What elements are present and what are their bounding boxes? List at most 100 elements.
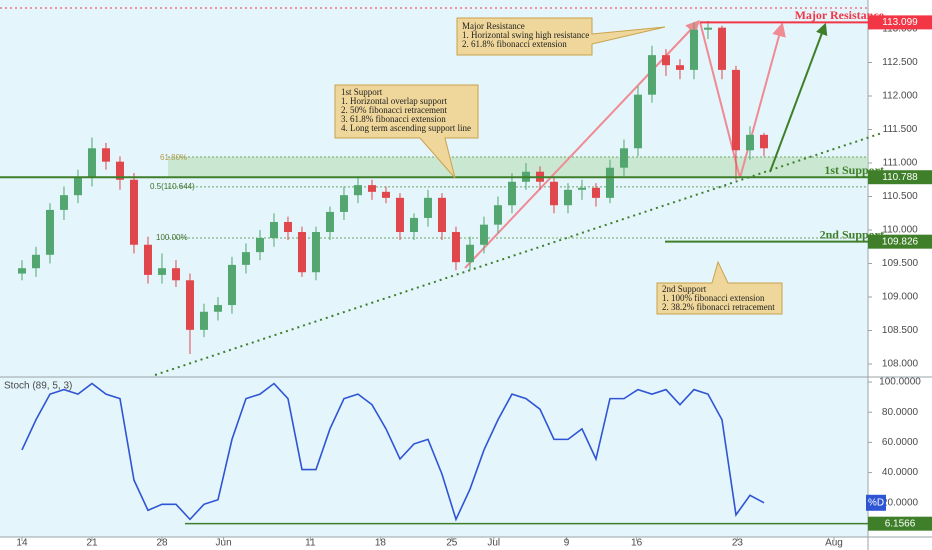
fib-label: 100.00%	[156, 233, 188, 242]
candle-body	[311, 232, 320, 273]
level-price-tag-box	[868, 15, 932, 30]
swing-arrow	[464, 19, 700, 269]
candle-body	[87, 148, 96, 178]
candle-body	[129, 179, 138, 245]
callout-box	[456, 17, 666, 56]
candle-body	[255, 238, 264, 253]
candle-body	[465, 244, 474, 263]
candle-body	[143, 244, 152, 275]
candle-body	[619, 148, 628, 168]
x-tick-label: 28	[156, 538, 168, 549]
callout: Major Resistance 1. Horizontal swing hig…	[456, 17, 666, 56]
candle-body	[73, 177, 82, 196]
candle-body	[605, 167, 614, 198]
candle-body	[353, 185, 362, 196]
callout: 1st Support 1. Horizontal overlap suppor…	[334, 84, 479, 179]
candle-body	[31, 254, 40, 269]
level-label: Major Resistance	[795, 8, 885, 22]
fib-label: 61.80%	[160, 153, 187, 162]
candle-body	[283, 221, 292, 233]
y-tick-label: 108.500	[882, 325, 919, 336]
callout-line: 4. Long term ascending support line	[341, 123, 471, 133]
candle-body	[297, 232, 306, 273]
candle-body	[227, 264, 236, 306]
x-tick-label: 25	[446, 538, 458, 549]
x-tick-label: Jun	[216, 538, 232, 549]
candle-body	[325, 211, 334, 233]
candle-body	[451, 232, 460, 263]
callout-line: 1. 100% fibonacci extension	[662, 293, 765, 303]
callout: 2nd Support 1. 100% fibonacci extension …	[656, 260, 783, 315]
callout-title: Major Resistance	[462, 21, 525, 31]
x-tick-label: 11	[305, 538, 316, 549]
callout-box	[334, 84, 479, 179]
x-tick-label: 21	[86, 538, 98, 549]
x-tick-label: 16	[631, 538, 643, 549]
candle-body	[647, 55, 656, 95]
x-tick-label: Aug	[825, 538, 843, 549]
candle-body	[577, 187, 586, 190]
candle-body	[381, 191, 390, 198]
candle-body	[633, 94, 642, 149]
callout-title: 1st Support	[341, 87, 383, 97]
callout-line: 1. Horizontal overlap support	[341, 96, 447, 106]
stoch-line	[21, 382, 765, 522]
candle-body	[731, 69, 740, 151]
candle-body	[59, 195, 68, 210]
candle-body	[591, 187, 600, 198]
legend-label: %D	[868, 497, 884, 508]
candle-body	[661, 55, 670, 66]
callout-line: 2. 38.2% fibonacci retracement	[662, 302, 775, 312]
fib-zone	[168, 156, 868, 178]
candle-body	[437, 197, 446, 233]
callout-line: 3. 61.8% fibonacci extension	[341, 114, 446, 124]
candle-body	[409, 217, 418, 233]
legend-box	[866, 494, 886, 511]
y-tick-label: 110.500	[882, 191, 918, 202]
candle-body	[395, 197, 404, 233]
y-tick-label: 108.000	[882, 359, 919, 370]
y-tick-label: 110.000	[882, 225, 918, 236]
candle-body	[101, 148, 110, 162]
y-tick-label: 109.500	[882, 258, 919, 269]
y-tick-label: 100.0000	[879, 377, 921, 388]
candle-body	[745, 134, 754, 151]
projection-arrow	[739, 22, 786, 179]
fib-label: 0.5(110.644)	[150, 182, 195, 191]
level-label: 2nd Support	[820, 227, 884, 241]
y-tick-label: 111.500	[883, 124, 918, 135]
level-value-tag-box	[868, 516, 932, 531]
y-tick-label: 112.000	[882, 91, 918, 102]
candle-body	[549, 181, 558, 206]
indicator-title: Stoch (89, 5, 3)	[4, 381, 72, 392]
candle-body	[507, 181, 516, 206]
candle-body	[157, 268, 166, 275]
level-price-tag: 109.826	[882, 236, 919, 247]
x-tick-label: 18	[375, 538, 387, 549]
level-price-tag: 110.788	[882, 172, 918, 183]
candle-body	[269, 221, 278, 239]
candle-body	[675, 65, 684, 70]
swing-line	[699, 21, 741, 179]
callout-line: 2. 50% fibonacci retracement	[341, 105, 447, 115]
x-tick-label: 9	[564, 538, 570, 549]
candle-body	[199, 311, 208, 330]
candle-body	[339, 195, 348, 212]
x-tick-label: 14	[16, 538, 28, 549]
level-value-tag: 6.1566	[885, 518, 916, 529]
y-tick-label: 60.0000	[882, 437, 919, 448]
candle-body	[563, 189, 572, 206]
candle-body	[689, 29, 698, 70]
candle-body	[213, 305, 222, 312]
candle-body	[185, 280, 194, 330]
y-tick-label: 20.0000	[882, 497, 919, 508]
candle-body	[759, 134, 768, 149]
candle-body	[17, 268, 26, 274]
callout-line: 2. 61.8% fibonacci extension	[462, 39, 567, 49]
candle-body	[423, 197, 432, 218]
y-tick-label: 40.0000	[882, 467, 919, 478]
callout-line: 1. Horizontal swing high resistance	[462, 30, 589, 40]
candle-body	[479, 224, 488, 245]
callout-title: 2nd Support	[662, 284, 707, 294]
